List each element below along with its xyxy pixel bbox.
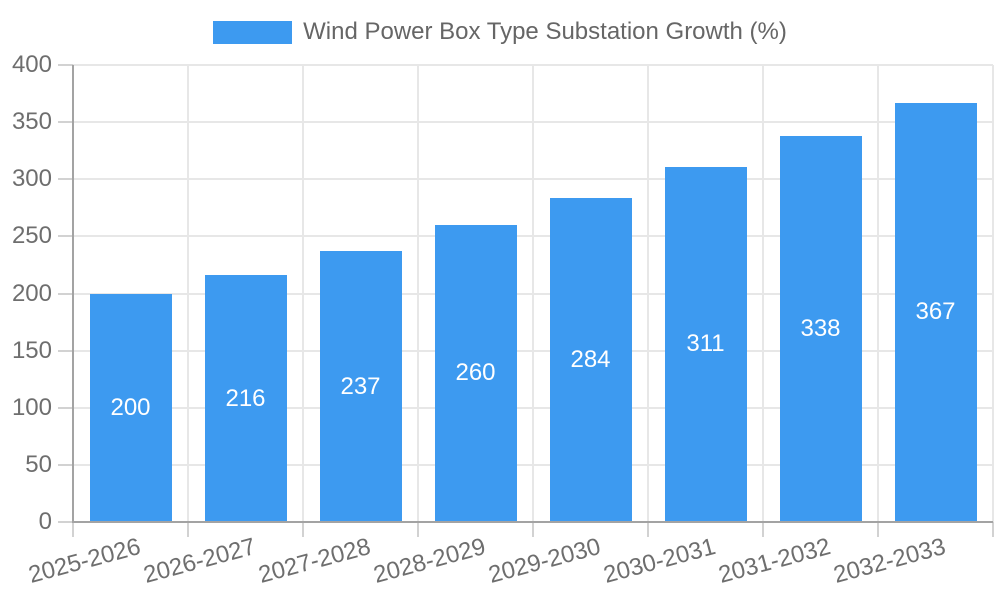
x-axis-label: 2031-2032 xyxy=(715,533,834,589)
x-axis-tick xyxy=(877,522,879,537)
y-axis-label: 250 xyxy=(11,222,52,250)
x-axis-tick xyxy=(72,522,74,537)
bar-value-label: 200 xyxy=(110,393,151,421)
x-grid-line xyxy=(762,65,764,522)
x-axis-label: 2032-2033 xyxy=(830,533,949,589)
x-axis-tick xyxy=(302,522,304,537)
x-grid-line xyxy=(302,65,304,522)
x-grid-line xyxy=(417,65,419,522)
bar-value-label: 338 xyxy=(800,314,841,342)
x-grid-line xyxy=(187,65,189,522)
legend-label: Wind Power Box Type Substation Growth (%… xyxy=(303,18,787,45)
y-axis-label: 300 xyxy=(11,165,52,193)
y-axis-label: 150 xyxy=(11,336,52,364)
x-grid-line xyxy=(877,65,879,522)
x-axis-tick xyxy=(992,522,994,537)
y-axis-line xyxy=(72,65,74,522)
y-axis-tick xyxy=(58,235,73,238)
y-axis-tick xyxy=(58,521,73,523)
y-axis-label: 350 xyxy=(11,108,52,136)
bar[interactable] xyxy=(204,275,287,522)
x-axis-tick xyxy=(647,522,649,537)
bar-value-label: 367 xyxy=(915,298,956,326)
bar[interactable] xyxy=(779,135,862,522)
y-axis-tick xyxy=(58,121,73,124)
bar[interactable] xyxy=(434,224,517,522)
x-axis-tick xyxy=(187,522,189,537)
x-axis-label: 2030-2031 xyxy=(600,533,719,589)
y-axis-tick xyxy=(58,292,73,295)
x-axis-label: 2027-2028 xyxy=(255,533,374,589)
x-axis-tick xyxy=(417,522,419,537)
y-axis-label: 100 xyxy=(11,393,52,421)
x-grid-line xyxy=(992,65,994,522)
bar-value-label: 237 xyxy=(340,372,381,400)
x-axis-label: 2028-2029 xyxy=(370,533,489,589)
bar[interactable] xyxy=(894,102,977,522)
x-axis-line xyxy=(72,521,993,523)
legend[interactable]: Wind Power Box Type Substation Growth (%… xyxy=(0,19,1000,45)
bar-value-label: 311 xyxy=(686,330,725,358)
y-axis-tick xyxy=(58,406,73,409)
x-axis-label: 2029-2030 xyxy=(485,533,604,589)
y-axis-tick xyxy=(58,64,73,66)
y-axis-tick xyxy=(58,178,73,181)
y-axis-tick xyxy=(58,463,73,466)
bar[interactable] xyxy=(319,251,402,522)
y-axis-label: 50 xyxy=(25,450,52,478)
bar[interactable] xyxy=(89,293,172,522)
x-axis-label: 2026-2027 xyxy=(140,533,259,589)
x-axis-tick xyxy=(762,522,764,537)
bar-value-label: 216 xyxy=(225,384,266,412)
bar[interactable] xyxy=(664,166,747,522)
y-axis-tick xyxy=(58,349,73,352)
bar[interactable] xyxy=(549,197,632,522)
legend-swatch xyxy=(213,20,293,44)
bar-value-label: 260 xyxy=(455,359,496,387)
x-grid-line xyxy=(532,65,534,522)
y-axis-label: 200 xyxy=(11,279,52,307)
x-grid-line xyxy=(647,65,649,522)
x-axis-tick xyxy=(532,522,534,537)
bar-value-label: 284 xyxy=(570,345,611,373)
x-axis-label: 2025-2026 xyxy=(25,533,144,589)
y-axis-label: 0 xyxy=(38,508,52,535)
y-axis-label: 400 xyxy=(11,51,52,78)
